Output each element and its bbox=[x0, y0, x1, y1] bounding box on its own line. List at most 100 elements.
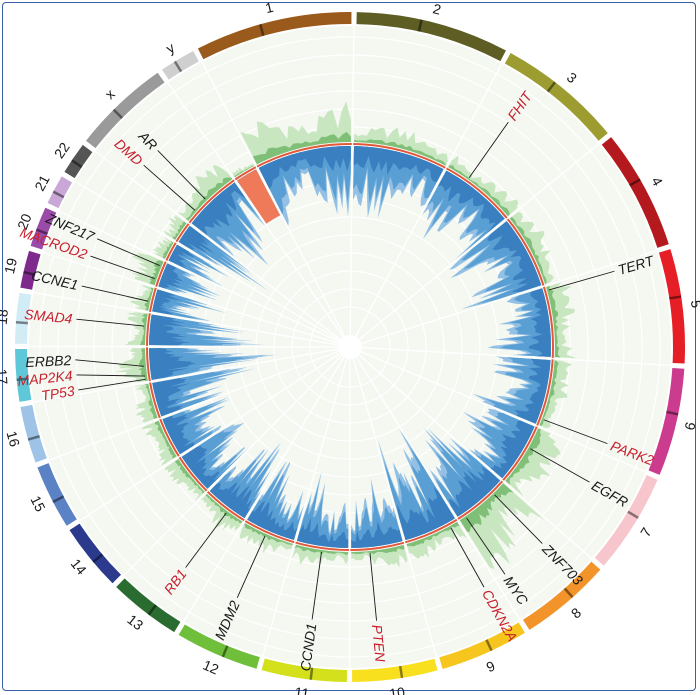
loss-area-strong bbox=[351, 521, 403, 548]
gain-track bbox=[115, 101, 577, 570]
chromosome-band-17 bbox=[15, 348, 32, 402]
chromosome-band-1 bbox=[197, 12, 352, 60]
chromosome-label-8: 8 bbox=[568, 604, 584, 621]
loss-area-strong bbox=[152, 289, 182, 315]
gene-label: TP53 bbox=[40, 383, 76, 404]
loss-area-strong bbox=[528, 288, 551, 357]
loss-area-strong bbox=[209, 482, 253, 519]
chromosome-label-15: 15 bbox=[27, 493, 48, 514]
chromosome-label-7: 7 bbox=[637, 524, 655, 539]
chromosome-band-9 bbox=[439, 622, 525, 669]
gain-area-strong bbox=[234, 165, 255, 178]
gain-area-strong bbox=[185, 177, 233, 221]
gain-area-strong bbox=[505, 428, 542, 485]
gain-area bbox=[291, 544, 349, 570]
loss-area-strong bbox=[149, 314, 191, 346]
chromosome-separator bbox=[123, 355, 343, 576]
centromere-mark bbox=[417, 19, 423, 32]
gene-leader-line bbox=[76, 318, 145, 327]
gain-area-strong bbox=[139, 313, 148, 346]
chromosome-label-6: 6 bbox=[681, 420, 698, 431]
chromosome-label-19: 19 bbox=[1, 256, 20, 275]
gain-area-strong bbox=[509, 216, 547, 285]
chromosome-band-8 bbox=[522, 561, 601, 630]
chromosome-band-y bbox=[162, 50, 199, 80]
gain-area bbox=[448, 155, 519, 217]
loss-area-strong bbox=[149, 348, 196, 380]
loss-area-strong bbox=[168, 244, 195, 270]
chromosome-separator bbox=[358, 354, 593, 559]
centromere-mark bbox=[71, 159, 83, 169]
chromosome-band-12 bbox=[178, 624, 260, 669]
chromosome-label-22: 22 bbox=[51, 139, 73, 161]
chromosome-band-2 bbox=[356, 12, 506, 62]
gene-label: PTEN bbox=[369, 624, 389, 664]
gain-area-strong bbox=[175, 459, 205, 495]
chromosome-band-7 bbox=[594, 474, 658, 566]
chromosome-band-13 bbox=[116, 578, 181, 633]
chromosome-separator bbox=[33, 291, 339, 346]
chromosome-separator bbox=[262, 358, 348, 657]
loss-area-strong bbox=[437, 170, 505, 234]
centromere-mark bbox=[23, 270, 36, 276]
gain-area-strong bbox=[459, 483, 514, 532]
gene-leader-line bbox=[90, 255, 155, 279]
chromosome-band-16 bbox=[20, 404, 47, 463]
chromosome-label-9: 9 bbox=[484, 657, 498, 675]
chromosome-separator bbox=[95, 150, 341, 341]
chromosome-separator bbox=[58, 210, 340, 343]
gain-area bbox=[152, 236, 174, 259]
centromere-mark bbox=[485, 639, 493, 652]
centromere-mark bbox=[546, 81, 557, 93]
chromosome-label-11: 11 bbox=[294, 684, 311, 695]
gain-area-strong bbox=[354, 139, 447, 166]
centromere-mark bbox=[309, 667, 314, 680]
chromosome-band-19 bbox=[20, 250, 41, 290]
loss-area-strong bbox=[396, 486, 455, 541]
chromosome-label-y: y bbox=[163, 39, 177, 56]
gain-area-strong bbox=[172, 220, 187, 240]
gene-leader-line bbox=[494, 494, 543, 544]
chromosome-label-21: 21 bbox=[31, 172, 53, 193]
gain-area bbox=[505, 428, 561, 497]
gain-area-strong bbox=[144, 287, 154, 311]
gain-area-strong bbox=[162, 241, 174, 259]
chromosome-band-18 bbox=[15, 292, 32, 344]
centromere-mark bbox=[173, 60, 183, 73]
chromosome-separator bbox=[43, 251, 339, 345]
chromosome-band-14 bbox=[69, 523, 122, 584]
chromosome-band-4 bbox=[601, 137, 669, 248]
gain-area bbox=[164, 459, 205, 502]
loss-area-strong bbox=[490, 420, 535, 479]
gain-area-strong bbox=[539, 360, 559, 426]
loss-area-strong bbox=[152, 378, 191, 417]
chromosome-label-13: 13 bbox=[124, 611, 146, 633]
gene-leader-line bbox=[143, 164, 196, 211]
loss-area-strong bbox=[448, 466, 501, 517]
chromosome-label-3: 3 bbox=[564, 69, 580, 86]
chromosome-separator bbox=[355, 63, 503, 337]
gene-label: ERBB2 bbox=[25, 352, 72, 370]
centromere-mark bbox=[666, 410, 679, 416]
gain-area-strong bbox=[149, 259, 164, 286]
gene-leader-line bbox=[369, 552, 377, 621]
chromosome-label-16: 16 bbox=[4, 429, 24, 448]
loss-area-strong bbox=[353, 146, 444, 182]
chromosome-band-10 bbox=[352, 658, 438, 682]
gain-area-strong bbox=[406, 521, 460, 547]
gene-label: SMAD4 bbox=[24, 306, 74, 327]
chromosome-separator bbox=[49, 350, 340, 461]
chromosome-separator bbox=[74, 180, 341, 342]
centromere-mark bbox=[563, 587, 574, 599]
centromere-mark bbox=[35, 228, 48, 236]
chromosome-separator bbox=[33, 348, 339, 403]
gain-area-strong bbox=[546, 285, 561, 358]
gain-area bbox=[539, 360, 573, 429]
gain-area bbox=[133, 383, 158, 423]
centromere-mark bbox=[398, 665, 404, 679]
gain-area-strong bbox=[448, 165, 510, 217]
chromosome-label-18: 18 bbox=[0, 308, 11, 325]
centromere-mark bbox=[629, 178, 641, 187]
chromosome-separator bbox=[360, 351, 646, 473]
